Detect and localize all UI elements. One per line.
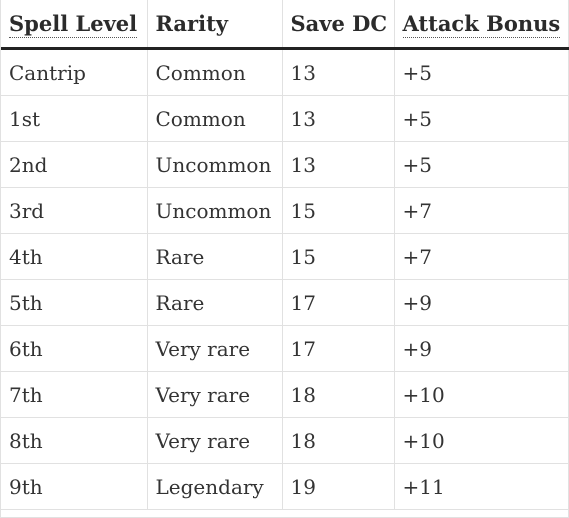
- table-row: 4th Rare 15 +7: [1, 233, 569, 280]
- cell-attack-bonus: +5: [394, 141, 569, 188]
- cell-rarity: Common: [147, 95, 283, 142]
- cell-save-dc: 19: [282, 463, 395, 510]
- table-row: 5th Rare 17 +9: [1, 279, 569, 326]
- header-rarity-label: Rarity: [155, 11, 229, 36]
- table-body: Cantrip Common 13 +5 1st Common 13 +5 2n…: [1, 48, 569, 510]
- cell-save-dc: 13: [282, 95, 395, 142]
- cell-save-dc: 13: [282, 48, 395, 96]
- header-save-dc-label: Save DC: [290, 11, 388, 36]
- cell-spell-level: 7th: [1, 371, 148, 418]
- cell-save-dc: 17: [282, 279, 395, 326]
- cell-attack-bonus: +9: [394, 325, 569, 372]
- table-header: Spell Level Rarity Save DC Attack Bonus: [1, 0, 569, 50]
- header-spell-level: Spell Level: [1, 0, 148, 50]
- cell-spell-level: 3rd: [1, 187, 148, 234]
- table-row: 7th Very rare 18 +10: [1, 371, 569, 418]
- table-row: 2nd Uncommon 13 +5: [1, 141, 569, 188]
- cell-save-dc: 15: [282, 233, 395, 280]
- cell-spell-level: 6th: [1, 325, 148, 372]
- cell-save-dc: 13: [282, 141, 395, 188]
- cell-rarity: Uncommon: [147, 187, 283, 234]
- cell-rarity: Rare: [147, 279, 283, 326]
- cell-attack-bonus: +11: [394, 463, 569, 510]
- cell-spell-level: 2nd: [1, 141, 148, 188]
- cell-spell-level: 1st: [1, 95, 148, 142]
- cell-spell-level: 4th: [1, 233, 148, 280]
- table-row: 3rd Uncommon 15 +7: [1, 187, 569, 234]
- cell-spell-level: 9th: [1, 463, 148, 510]
- header-spell-level-label: Spell Level: [9, 11, 138, 38]
- cell-save-dc: 17: [282, 325, 395, 372]
- cell-attack-bonus: +9: [394, 279, 569, 326]
- cell-rarity: Rare: [147, 233, 283, 280]
- cell-attack-bonus: +7: [394, 187, 569, 234]
- cell-rarity: Very rare: [147, 325, 283, 372]
- cell-rarity: Uncommon: [147, 141, 283, 188]
- table-row: 9th Legendary 19 +11: [1, 463, 569, 510]
- cell-rarity: Very rare: [147, 371, 283, 418]
- cell-rarity: Common: [147, 48, 283, 96]
- header-save-dc: Save DC: [282, 0, 395, 50]
- table-row: 8th Very rare 18 +10: [1, 417, 569, 464]
- cell-save-dc: 18: [282, 417, 395, 464]
- cell-attack-bonus: +5: [394, 95, 569, 142]
- header-rarity: Rarity: [147, 0, 283, 50]
- cell-rarity: Very rare: [147, 417, 283, 464]
- cell-spell-level: Cantrip: [1, 48, 148, 96]
- header-row: Spell Level Rarity Save DC Attack Bonus: [1, 0, 569, 50]
- cell-spell-level: 5th: [1, 279, 148, 326]
- table-row: 6th Very rare 17 +9: [1, 325, 569, 372]
- cell-attack-bonus: +5: [394, 48, 569, 96]
- cell-rarity: Legendary: [147, 463, 283, 510]
- table-row: Cantrip Common 13 +5: [1, 48, 569, 96]
- header-attack-bonus: Attack Bonus: [394, 0, 569, 50]
- header-attack-bonus-label: Attack Bonus: [402, 11, 561, 38]
- cell-attack-bonus: +10: [394, 417, 569, 464]
- cell-save-dc: 18: [282, 371, 395, 418]
- cell-attack-bonus: +7: [394, 233, 569, 280]
- table-row: 1st Common 13 +5: [1, 95, 569, 142]
- cell-spell-level: 8th: [1, 417, 148, 464]
- cell-save-dc: 15: [282, 187, 395, 234]
- cell-attack-bonus: +10: [394, 371, 569, 418]
